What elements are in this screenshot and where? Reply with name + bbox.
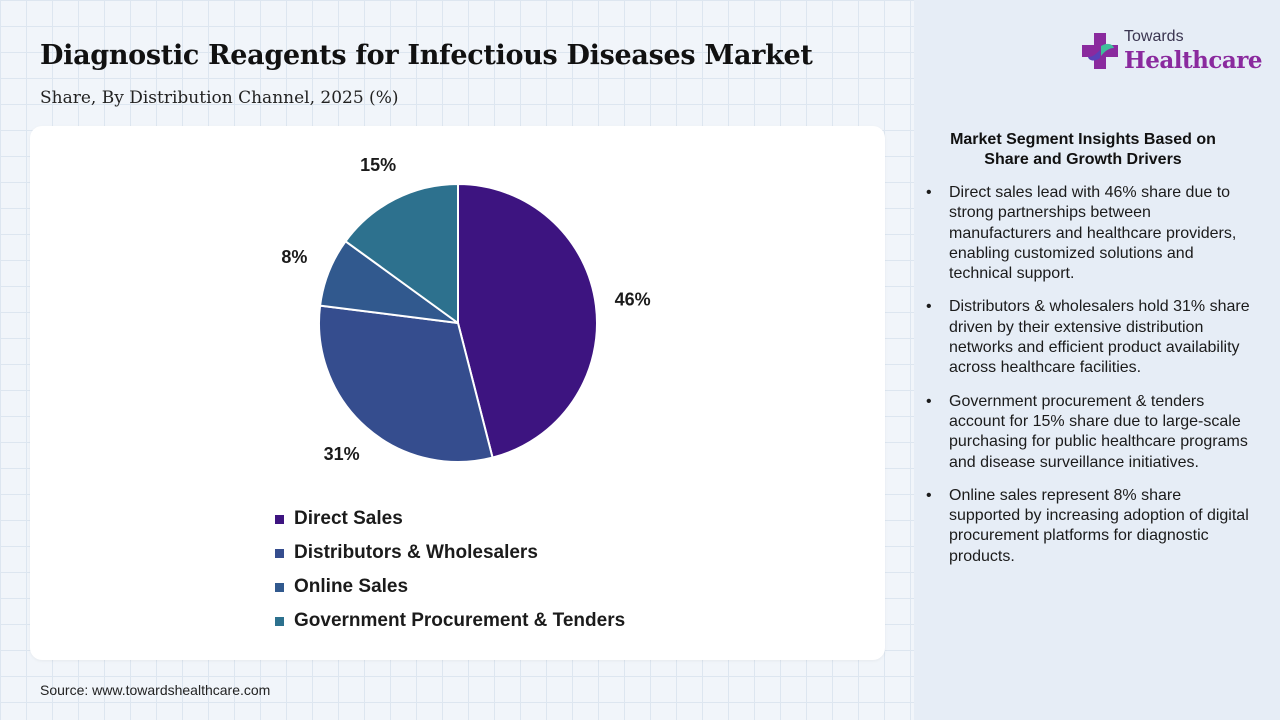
pie-slice [318, 304, 494, 463]
bullet-icon: • [926, 486, 932, 504]
insight-item: • Government procurement & tenders accou… [926, 392, 1256, 473]
legend-item: Distributors & Wholesalers [275, 536, 625, 570]
legend-label: Distributors & Wholesalers [294, 542, 538, 563]
slice-percent-label: 46% [615, 290, 651, 310]
insight-item: • Distributors & wholesalers hold 31% sh… [926, 297, 1256, 378]
slice-percent-label: 31% [324, 444, 360, 464]
insight-text: Distributors & wholesalers hold 31% shar… [949, 298, 1250, 377]
source-note: Source: www.towardshealthcare.com [40, 682, 271, 698]
page-title: Diagnostic Reagents for Infectious Disea… [40, 40, 813, 71]
legend-label: Online Sales [294, 576, 409, 597]
legend-label: Direct Sales [294, 508, 403, 529]
insight-text: Government procurement & tenders account… [949, 392, 1248, 471]
brand-logo: Towards Healthcare [1080, 28, 1263, 78]
legend-swatch [275, 616, 284, 626]
brand-name-main: Healthcare [1124, 47, 1263, 74]
legend-swatch [275, 548, 284, 558]
pie-chart: 46% 31% 8% 15% [281, 155, 651, 464]
pie-slice [344, 182, 459, 325]
legend-label: Government Procurement & Tenders [294, 610, 626, 631]
chart-legend: Direct Sales Distributors & Wholesalers … [275, 502, 625, 638]
insight-text: Direct sales lead with 46% share due to … [949, 184, 1237, 283]
pie-slice [457, 182, 598, 459]
bullet-icon: • [926, 392, 932, 410]
bullet-icon: • [926, 184, 932, 201]
legend-item: Government Procurement & Tenders [275, 604, 625, 638]
slice-percent-label: 8% [281, 247, 307, 267]
health-cross-icon [1082, 33, 1118, 69]
slice-percent-label: 15% [360, 155, 396, 175]
insight-text: Online sales represent 8% share supporte… [949, 486, 1249, 565]
legend-swatch [275, 514, 284, 524]
page-subtitle: Share, By Distribution Channel, 2025 (%) [40, 88, 399, 108]
bullet-icon: • [926, 298, 932, 316]
insights-title: Market Segment Insights Based on Share a… [950, 131, 1216, 168]
legend-swatch [275, 582, 284, 592]
insight-item: • Direct sales lead with 46% share due t… [926, 183, 1256, 284]
insight-item: • Online sales represent 8% share suppor… [926, 486, 1256, 567]
insights-list: • Direct sales lead with 46% share due t… [926, 183, 1256, 580]
chart-card: 46% 31% 8% 15% Direct Sales Distributors & … [30, 126, 885, 660]
brand-name-top: Towards [1124, 28, 1184, 45]
legend-item: Direct Sales [275, 502, 625, 536]
insights-panel [914, 0, 1280, 720]
legend-item: Online Sales [275, 570, 625, 604]
